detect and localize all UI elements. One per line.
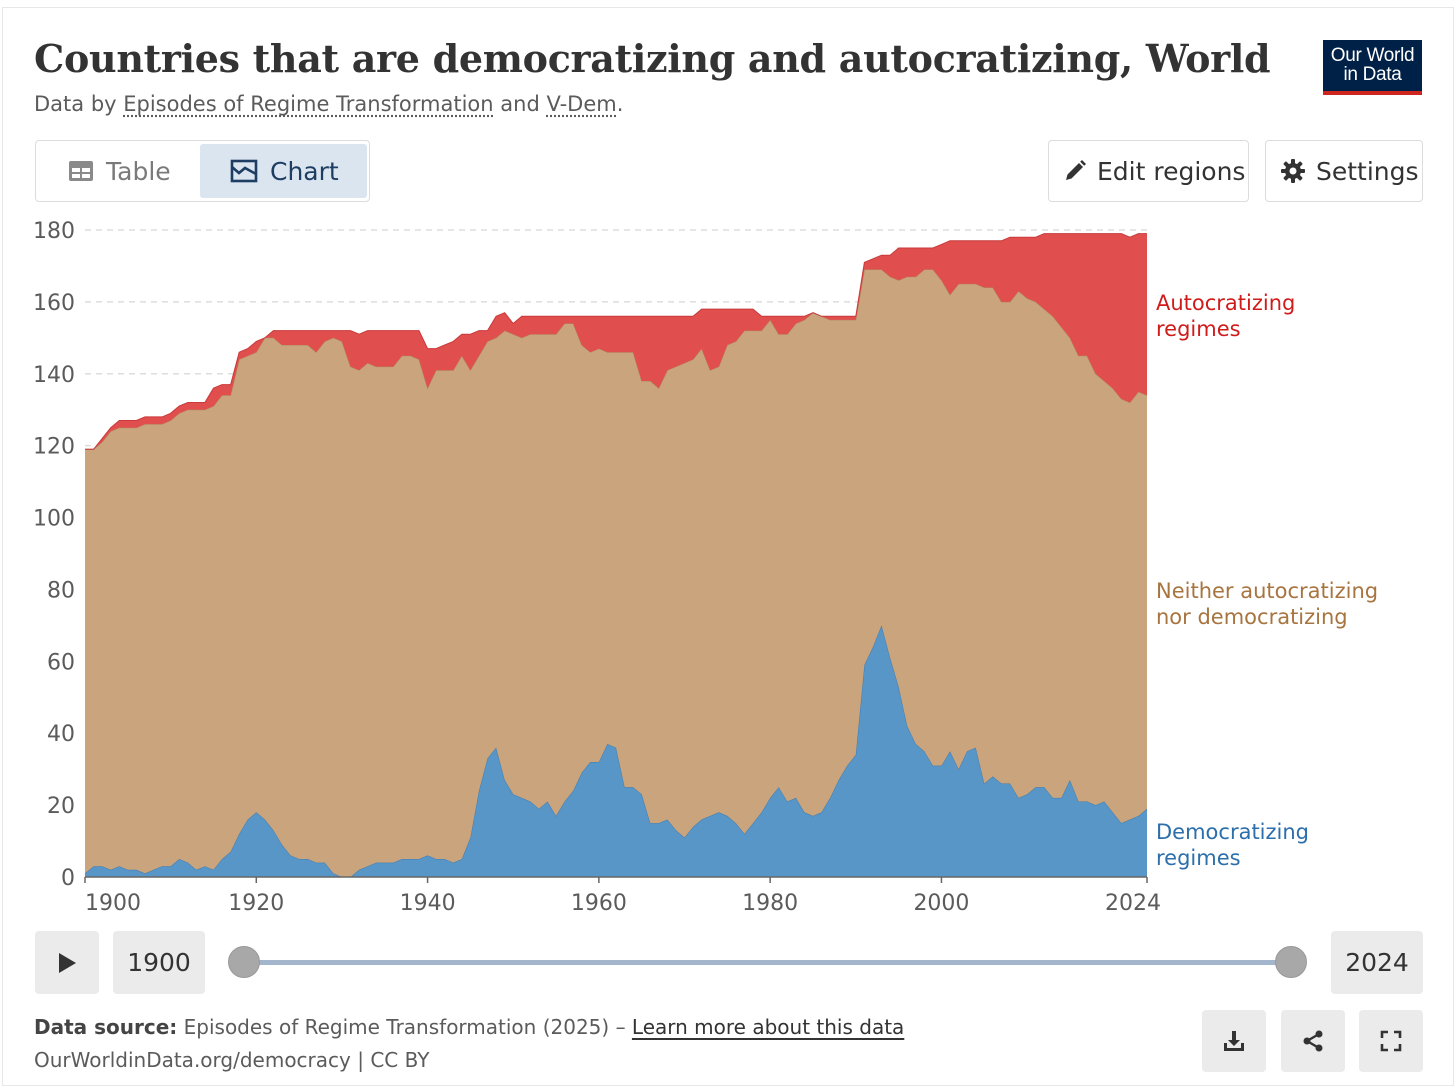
fullscreen-icon bbox=[1380, 1030, 1402, 1052]
x-tick-label: 1920 bbox=[228, 891, 284, 916]
owid-logo[interactable]: Our World in Data bbox=[1323, 40, 1422, 95]
area-neither bbox=[85, 269, 1147, 877]
chart-icon bbox=[230, 159, 258, 183]
play-button[interactable] bbox=[35, 931, 99, 994]
share-icon bbox=[1303, 1030, 1323, 1052]
tab-chart-label: Chart bbox=[270, 156, 339, 186]
legend-label-autocratizing: Autocratizing regimes bbox=[1156, 291, 1295, 341]
x-tick-label: 1940 bbox=[400, 891, 456, 916]
y-tick-label: 140 bbox=[33, 363, 75, 388]
data-source-line: Data source: Episodes of Regime Transfor… bbox=[34, 1015, 904, 1039]
x-tick-label: 2000 bbox=[913, 891, 969, 916]
chart-title: Countries that are democratizing and aut… bbox=[34, 36, 1271, 81]
x-tick-label: 1900 bbox=[85, 891, 141, 916]
subtitle-prefix: Data by bbox=[34, 92, 124, 116]
data-source-text: Episodes of Regime Transformation (2025)… bbox=[177, 1015, 632, 1039]
timeline-end-handle[interactable] bbox=[1275, 946, 1307, 978]
table-icon bbox=[69, 161, 93, 181]
area-democratizing bbox=[85, 625, 1147, 877]
timeline-track[interactable] bbox=[244, 960, 1292, 965]
citation-url: OurWorldinData.org/democracy | CC BY bbox=[34, 1048, 430, 1072]
tab-table-label: Table bbox=[106, 156, 171, 186]
source-link-ert[interactable]: Episodes of Regime Transformation bbox=[123, 92, 494, 116]
logo-line-1: Our World bbox=[1330, 45, 1415, 66]
x-tick-label: 1960 bbox=[571, 891, 627, 916]
subtitle-suffix: . bbox=[616, 92, 624, 116]
timeline-start-handle[interactable] bbox=[228, 946, 260, 978]
y-tick-label: 100 bbox=[33, 507, 75, 532]
data-source-label: Data source: bbox=[34, 1015, 178, 1039]
edit-regions-label: Edit regions bbox=[1097, 156, 1246, 186]
play-icon bbox=[59, 952, 76, 973]
edit-regions-button[interactable]: Edit regions bbox=[1048, 140, 1249, 202]
y-tick-label: 80 bbox=[47, 578, 75, 603]
tab-table[interactable]: Table bbox=[68, 144, 171, 198]
chart-subtitle: Data by Episodes of Regime Transformatio… bbox=[34, 92, 623, 116]
y-tick-label: 160 bbox=[33, 291, 75, 316]
view-tabs: Table Chart bbox=[35, 140, 370, 202]
x-tick-label: 1980 bbox=[742, 891, 798, 916]
x-tick-label: 2024 bbox=[1105, 891, 1161, 916]
subtitle-and: and bbox=[493, 92, 547, 116]
fullscreen-button[interactable] bbox=[1359, 1010, 1423, 1072]
legend-label-neither: Neither autocratizing nor democratizing bbox=[1156, 579, 1378, 629]
y-tick-label: 180 bbox=[33, 219, 75, 244]
download-button[interactable] bbox=[1202, 1010, 1266, 1072]
y-tick-label: 40 bbox=[47, 722, 75, 747]
pencil-icon bbox=[1066, 160, 1086, 180]
timeline-end-year[interactable]: 2024 bbox=[1331, 931, 1423, 994]
area-autocratizing-edge bbox=[85, 233, 1147, 450]
legend-label-democratizing: Democratizing regimes bbox=[1156, 820, 1309, 870]
area-chart: 0 20 40 60 80 100 120 140 160 180 1900 1920 1940 1960… bbox=[33, 219, 1378, 916]
settings-label: Settings bbox=[1316, 156, 1419, 186]
share-button[interactable] bbox=[1281, 1010, 1345, 1072]
logo-line-2: in Data bbox=[1343, 64, 1402, 85]
source-link-vdem[interactable]: V-Dem bbox=[546, 92, 617, 116]
timeline-start-year[interactable]: 1900 bbox=[113, 931, 205, 994]
y-tick-label: 0 bbox=[61, 866, 75, 891]
tab-chart[interactable]: Chart bbox=[200, 144, 367, 198]
settings-button[interactable]: Settings bbox=[1265, 140, 1423, 202]
download-icon bbox=[1224, 1031, 1244, 1051]
y-tick-label: 60 bbox=[47, 650, 75, 675]
y-tick-label: 120 bbox=[33, 435, 75, 460]
learn-more-link[interactable]: Learn more about this data bbox=[631, 1015, 905, 1039]
gear-icon bbox=[1281, 159, 1305, 183]
chart-frame bbox=[2, 7, 1454, 1086]
y-tick-label: 20 bbox=[47, 794, 75, 819]
area-autocratizing bbox=[85, 233, 1147, 450]
